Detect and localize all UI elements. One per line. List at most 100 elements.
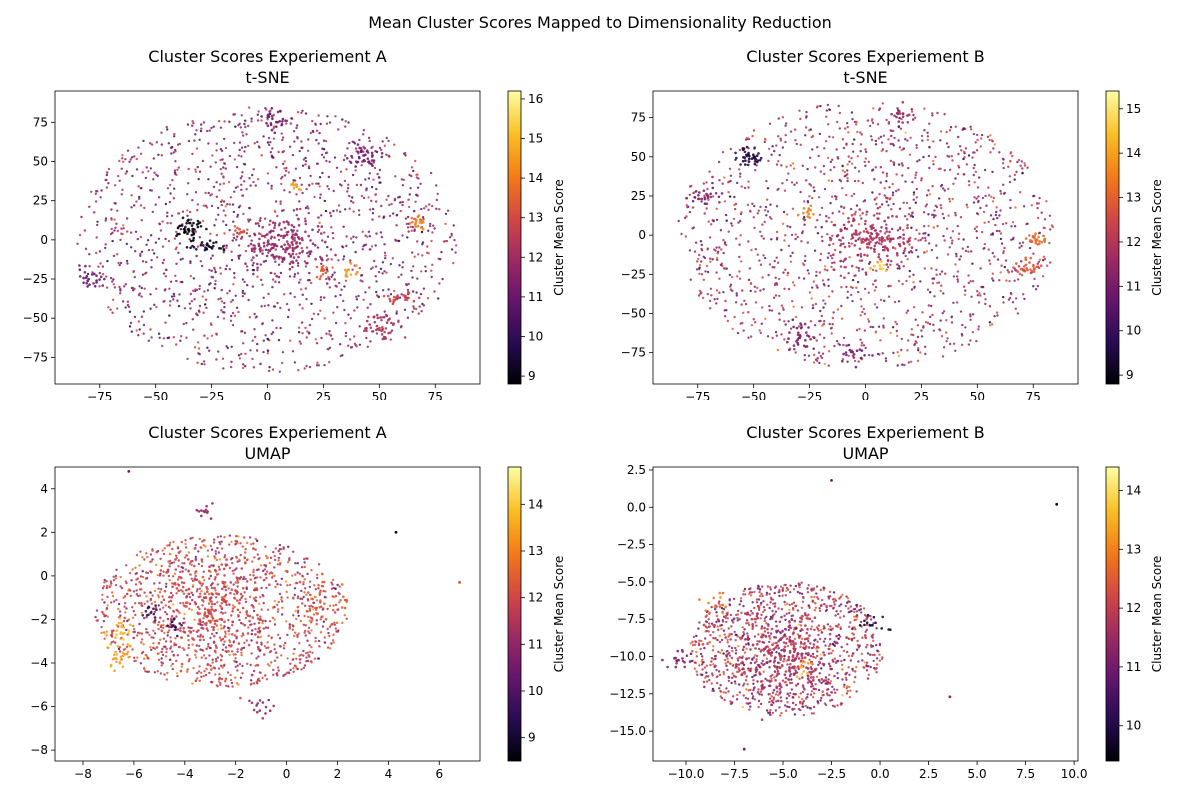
scatter-point (939, 139, 942, 142)
scatter-point (270, 128, 274, 132)
scatter-point (923, 225, 926, 228)
scatter-point (956, 172, 960, 176)
scatter-point (132, 590, 136, 593)
y-tick-label: 50 (33, 155, 48, 169)
scatter-point (864, 227, 868, 231)
scatter-point (328, 330, 331, 333)
scatter-point (244, 125, 247, 129)
scatter-point (975, 197, 978, 200)
scatter-point (214, 552, 218, 555)
scatter-point (205, 621, 208, 625)
scatter-point (891, 182, 894, 186)
scatter-point (251, 339, 254, 342)
scatter-point (912, 281, 915, 284)
scatter-point (173, 132, 176, 136)
scatter-point (426, 245, 429, 248)
scatter-point (1041, 275, 1045, 278)
scatter-point (178, 645, 181, 649)
scatter-point (305, 187, 308, 191)
scatter-point (677, 219, 680, 223)
scatter-point (404, 217, 408, 220)
scatter-point (220, 596, 224, 599)
scatter-point (266, 244, 269, 247)
scatter-point (934, 214, 937, 217)
scatter-point (902, 228, 905, 232)
scatter-point (221, 648, 225, 651)
chart-subtitle: t-SNE (843, 68, 887, 87)
scatter-point (424, 265, 427, 268)
scatter-point (764, 317, 767, 320)
scatter-point (1002, 192, 1006, 195)
scatter-point (378, 215, 381, 218)
scatter-point (768, 216, 772, 219)
scatter-point (850, 237, 853, 241)
scatter-point (211, 619, 214, 622)
scatter-point (826, 233, 829, 236)
scatter-point (304, 629, 307, 633)
scatter-point (124, 611, 127, 614)
scatter-point (322, 139, 326, 142)
scatter-point (250, 543, 253, 546)
scatter-point (355, 236, 358, 239)
scatter-point (1038, 240, 1041, 243)
scatter-point (151, 210, 154, 214)
scatter-point (690, 184, 693, 188)
scatter-point (259, 615, 262, 618)
scatter-point (289, 668, 292, 672)
scatter-point (1014, 206, 1017, 209)
scatter-point (938, 329, 942, 332)
scatter-point (862, 307, 865, 311)
scatter-point (216, 535, 220, 539)
scatter-point (776, 348, 780, 352)
scatter-point (901, 282, 904, 286)
scatter-point (1009, 160, 1012, 163)
scatter-point (885, 223, 888, 226)
scatter-point (277, 600, 280, 604)
scatter-point (831, 158, 834, 161)
scatter-point (245, 558, 249, 562)
scatter-point (294, 609, 297, 613)
scatter-point (194, 570, 197, 573)
scatter-point (239, 542, 242, 545)
scatter-point (271, 117, 274, 121)
scatter-point (945, 130, 948, 134)
scatter-point (273, 566, 276, 569)
scatter-point (356, 306, 359, 309)
scatter-point (248, 177, 251, 180)
scatter-point (1032, 252, 1035, 255)
scatter-point (208, 268, 211, 272)
scatter-point (932, 277, 936, 280)
scatter-point (121, 643, 125, 646)
chart-title: Cluster Scores Experiement B (746, 47, 984, 66)
scatter-point (723, 176, 726, 179)
scatter-point (935, 244, 938, 247)
scatter-point (253, 622, 256, 625)
scatter-point (233, 141, 236, 145)
scatter-point (765, 179, 768, 183)
scatter-point (914, 116, 917, 120)
scatter-point (133, 315, 137, 319)
scatter-point (217, 298, 220, 301)
scatter-point (140, 641, 143, 644)
scatter-point (157, 332, 161, 335)
scatter-point (932, 226, 935, 229)
scatter-point (694, 190, 698, 193)
scatter-point (912, 113, 915, 117)
scatter-point (110, 582, 113, 585)
scatter-point (433, 227, 436, 230)
scatter-point (139, 575, 143, 578)
scatter-point (221, 612, 225, 615)
scatter-point (252, 574, 255, 577)
scatter-point (969, 339, 972, 342)
scatter-point (239, 126, 242, 129)
figure-suptitle: Mean Cluster Scores Mapped to Dimensiona… (368, 13, 832, 32)
scatter-point (946, 253, 950, 256)
scatter-point (961, 323, 964, 327)
y-tick-label: 75 (631, 111, 646, 125)
scatter-point (278, 543, 282, 547)
scatter-point (988, 138, 991, 142)
scatter-point (721, 182, 724, 185)
scatter-point (312, 601, 315, 605)
scatter-point (207, 191, 210, 195)
scatter-point (264, 334, 267, 337)
